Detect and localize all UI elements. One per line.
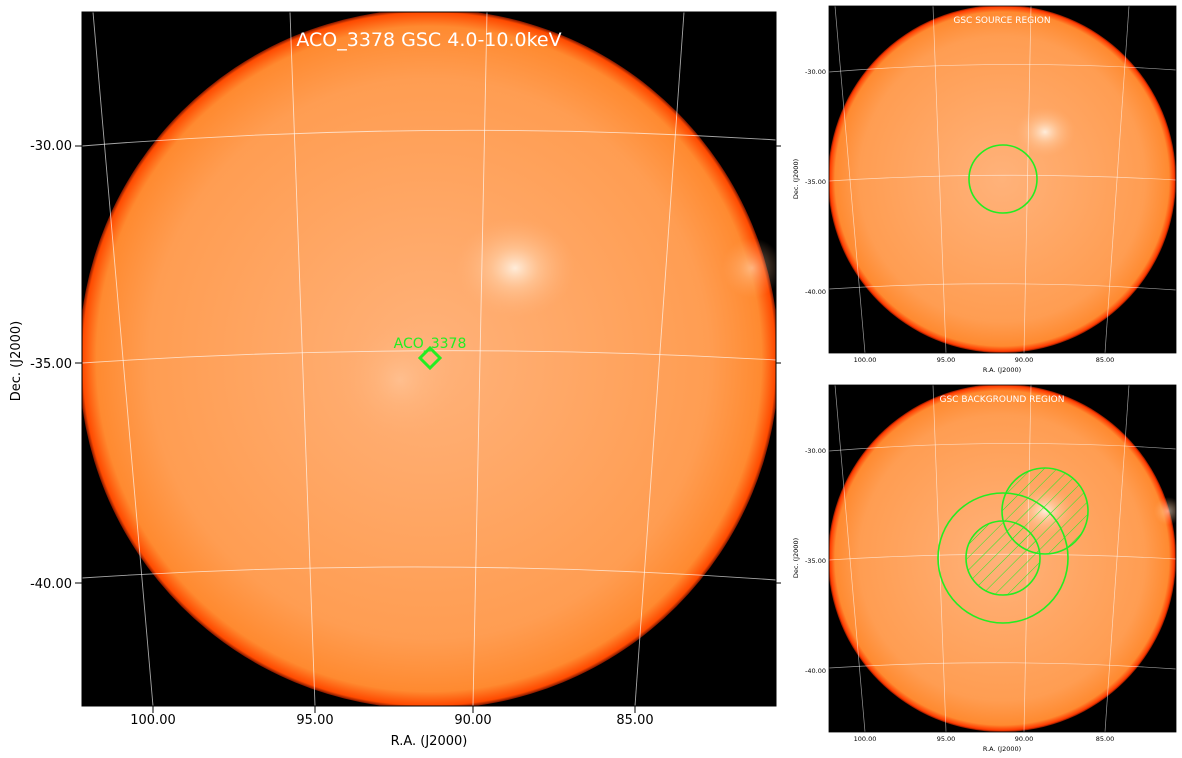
y-tick-label: -30.00 [805, 447, 826, 455]
x-tick-label: 90.00 [1015, 735, 1034, 743]
y-tick-label: -30.00 [30, 139, 72, 154]
exclusion-circle-bright [1001, 467, 1089, 555]
x-tick-label: 100.00 [130, 713, 176, 728]
y-tick-label: -40.00 [30, 577, 72, 592]
main-ticks [75, 145, 781, 713]
x-tick-label: 100.00 [854, 735, 877, 743]
background-axes-frame [828, 384, 1177, 733]
background-panel-title: GSC BACKGROUND REGION [940, 395, 1065, 405]
x-tick-label: 95.00 [937, 356, 956, 364]
source-panel-title: GSC SOURCE REGION [953, 16, 1050, 26]
y-tick-label: -40.00 [805, 288, 826, 296]
x-tick-label: 85.00 [1096, 735, 1115, 743]
bright-emission-blob [1015, 107, 1075, 157]
x-tick-label: 85.00 [616, 713, 653, 728]
bright-emission-blob [455, 218, 575, 318]
coordinate-grid [829, 385, 1176, 732]
x-tick-label: 100.00 [854, 356, 877, 364]
y-tick-label: -30.00 [805, 68, 826, 76]
x-axis-label: R.A. (J2000) [983, 745, 1021, 753]
y-tick-label: -35.00 [805, 178, 826, 186]
main-image-panel: 100.00 95.00 90.00 85.00 -30.00 -35.00 -… [9, 11, 781, 749]
y-axis-label: Dec. (J2000) [792, 538, 800, 578]
y-axis-label: Dec. (J2000) [9, 321, 24, 401]
y-axis-label: Dec. (J2000) [792, 159, 800, 199]
y-tick-label: -40.00 [805, 667, 826, 675]
x-tick-label: 95.00 [937, 735, 956, 743]
secondary-emission-blob [1154, 497, 1176, 525]
x-tick-label: 85.00 [1096, 356, 1115, 364]
background-region-panel: GSC BACKGROUND REGION 100.00 95.00 90.00… [792, 384, 1177, 753]
source-extraction-circle [968, 144, 1038, 214]
exclusion-circle-source [965, 520, 1041, 596]
x-tick-label: 95.00 [296, 713, 333, 728]
x-axis-label: R.A. (J2000) [391, 734, 468, 749]
source-marker-diamond [417, 345, 443, 371]
exclusion-hatch-source [966, 521, 1040, 595]
x-axis-label: R.A. (J2000) [983, 366, 1021, 374]
source-label: ACO_3378 [394, 336, 467, 352]
x-tick-label: 90.00 [454, 713, 491, 728]
x-tick-label: 90.00 [1015, 356, 1034, 364]
main-axes-frame [81, 11, 777, 707]
main-title: ACO_3378 GSC 4.0-10.0keV [296, 29, 561, 51]
secondary-emission-blob [722, 238, 776, 298]
coordinate-grid [82, 12, 776, 706]
source-region-panel: GSC SOURCE REGION 100.00 95.00 90.00 85.… [792, 5, 1177, 374]
gsc-field-disk [829, 6, 1176, 353]
y-tick-label: -35.00 [30, 357, 72, 372]
coordinate-grid [829, 6, 1176, 353]
background-annulus-outer [937, 492, 1069, 624]
source-axes-frame [828, 5, 1177, 354]
y-tick-label: -35.00 [805, 557, 826, 565]
